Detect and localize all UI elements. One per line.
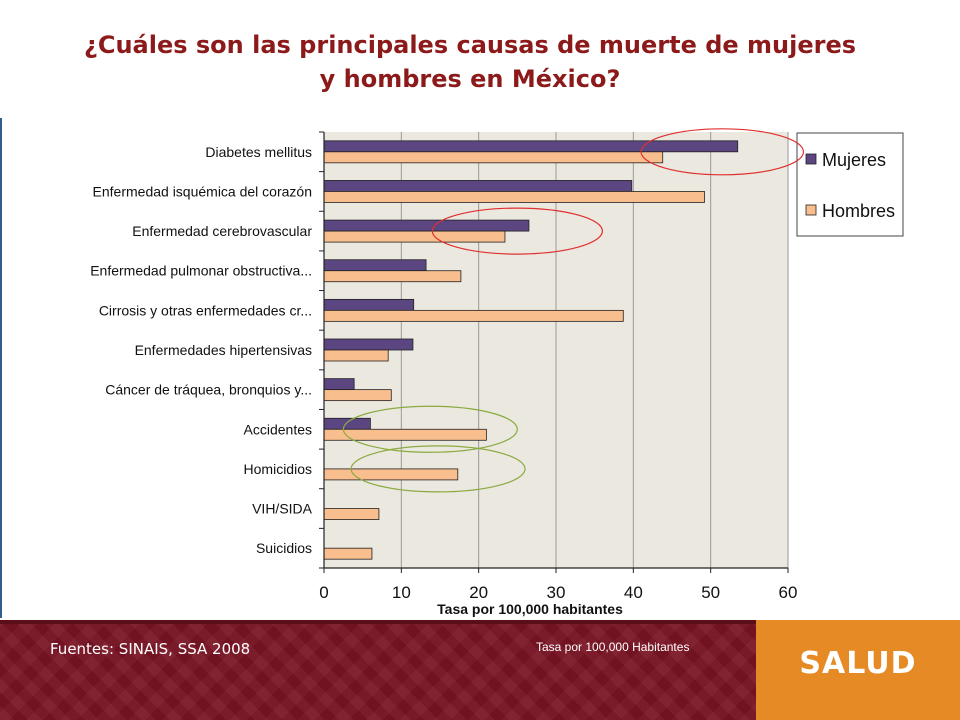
bar-mujeres: [324, 141, 738, 152]
bar-hombres: [324, 350, 388, 361]
x-axis-label: Tasa por 100,000 habitantes: [437, 601, 623, 617]
brand-logo: SALUD: [756, 646, 960, 681]
x-tick-label: 30: [547, 583, 566, 602]
bar-mujeres: [324, 418, 370, 429]
bar-hombres: [324, 271, 461, 282]
category-label: Enfermedades hipertensivas: [135, 342, 312, 358]
x-tick-label: 0: [319, 583, 328, 602]
category-label: VIH/SIDA: [252, 501, 313, 517]
x-tick-label: 40: [624, 583, 643, 602]
category-label: Enfermedad isquémica del corazón: [93, 183, 312, 199]
category-label: Accidentes: [244, 421, 312, 437]
category-label: Homicidios: [244, 461, 312, 477]
bar-mujeres: [324, 299, 414, 310]
bar-mujeres: [324, 379, 354, 390]
bar-hombres: [324, 310, 623, 321]
legend-swatch-mujeres: [806, 154, 816, 164]
category-label: Diabetes mellitus: [205, 144, 312, 160]
bar-hombres: [324, 429, 486, 440]
bar-hombres: [324, 231, 505, 242]
x-tick-label: 10: [392, 583, 411, 602]
bar-mujeres: [324, 339, 413, 350]
category-label: Enfermedad pulmonar obstructiva...: [90, 263, 312, 279]
x-tick-label: 50: [701, 583, 720, 602]
bar-hombres: [324, 509, 379, 520]
brand-logo-box: SALUD: [756, 620, 960, 720]
x-tick-label: 60: [779, 583, 798, 602]
footer-band: Fuentes: SINAIS, SSA 2008 Tasa por 100,0…: [0, 620, 960, 720]
category-label: Suicidios: [256, 540, 312, 556]
footer-pattern: [0, 620, 756, 720]
legend-swatch-hombres: [806, 205, 816, 215]
bar-hombres: [324, 390, 391, 401]
category-label: Enfermedad cerebrovascular: [132, 223, 312, 239]
bar-mujeres: [324, 260, 426, 271]
category-label: Cirrosis y otras enfermedades cr...: [99, 302, 312, 318]
bar-mujeres: [324, 220, 529, 231]
bar-hombres: [324, 152, 663, 163]
sources-note: Fuentes: SINAIS, SSA 2008: [50, 640, 250, 658]
bar-chart: Diabetes mellitus Enfermedad isquémica de…: [0, 0, 960, 620]
bar-hombres: [324, 548, 372, 559]
bar-hombres: [324, 191, 704, 202]
rate-note: Tasa por 100,000 Habitantes: [536, 640, 689, 654]
legend-label-hombres: Hombres: [822, 201, 895, 221]
legend-label-mujeres: Mujeres: [822, 150, 886, 170]
x-tick-label: 20: [469, 583, 488, 602]
bar-hombres: [324, 469, 458, 480]
bar-mujeres: [324, 180, 632, 191]
category-label: Cáncer de tráquea, bronquios y...: [105, 382, 312, 398]
